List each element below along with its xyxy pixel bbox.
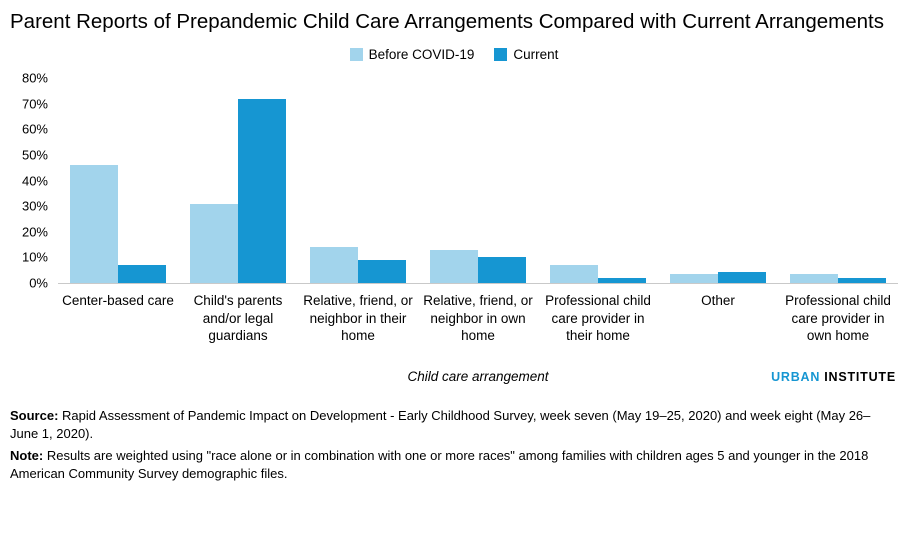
urban-institute-logo: URBAN INSTITUTE bbox=[771, 370, 896, 384]
bar-pair bbox=[178, 78, 298, 284]
bar-group-center-based-care: Center-based care bbox=[58, 78, 178, 345]
legend-swatch-current bbox=[494, 48, 508, 62]
x-axis-baseline bbox=[58, 283, 898, 285]
y-axis: 80% 70% 60% 50% 40% 30% 20% 10% 0% bbox=[10, 71, 58, 291]
y-tick-label: 70% bbox=[21, 96, 48, 112]
y-tick-label: 30% bbox=[21, 198, 48, 214]
x-axis-title: Child care arrangement bbox=[407, 368, 549, 384]
y-tick-label: 10% bbox=[21, 249, 48, 265]
note-label: Note: bbox=[10, 447, 44, 463]
y-tick-label: 20% bbox=[21, 224, 48, 240]
source-text: Rapid Assessment of Pandemic Impact on D… bbox=[10, 407, 871, 442]
legend-item-before-covid-19: Before COVID-19 bbox=[349, 47, 475, 63]
bar-current bbox=[718, 271, 766, 284]
category-label: Professional child care provider in own … bbox=[785, 293, 891, 344]
bar-group-professional-child-care-provider-in-own-home: Professional child care provider in own … bbox=[778, 78, 898, 345]
bar-current bbox=[598, 277, 646, 284]
bar-before-covid-19 bbox=[190, 203, 238, 284]
bar-current bbox=[478, 257, 526, 284]
logo-urban-text: URBAN bbox=[771, 369, 821, 384]
bar-current bbox=[838, 277, 886, 284]
bar-pair bbox=[538, 78, 658, 284]
category-label: Center-based care bbox=[62, 293, 174, 309]
legend-label: Before COVID-19 bbox=[368, 47, 475, 63]
y-tick-label: 80% bbox=[21, 70, 48, 86]
legend: Before COVID-19 Current bbox=[10, 47, 898, 62]
y-tick-label: 50% bbox=[21, 147, 48, 163]
category-label: Professional child care provider in thei… bbox=[545, 293, 651, 344]
plot-area: Center-based care Child's parents and/or … bbox=[58, 78, 898, 345]
bar-chart: 80% 70% 60% 50% 40% 30% 20% 10% 0% Center-based … bbox=[10, 71, 898, 345]
bar-pair bbox=[658, 78, 778, 284]
bar-before-covid-19 bbox=[550, 265, 598, 284]
bar-before-covid-19 bbox=[70, 165, 118, 284]
bar-current bbox=[118, 265, 166, 284]
bar-pair bbox=[418, 78, 538, 284]
source-note: Source: Rapid Assessment of Pandemic Imp… bbox=[10, 407, 898, 444]
y-tick-label: 60% bbox=[21, 121, 48, 137]
bar-pair bbox=[298, 78, 418, 284]
y-tick-label: 0% bbox=[29, 275, 48, 291]
bar-before-covid-19 bbox=[430, 249, 478, 284]
bar-pair bbox=[778, 78, 898, 284]
bar-before-covid-19 bbox=[310, 247, 358, 284]
y-tick-label: 40% bbox=[21, 173, 48, 189]
logo-institute-text: INSTITUTE bbox=[824, 369, 896, 384]
bar-group-relative-friend-or-neighbor-in-own-home: Relative, friend, or neighbor in own hom… bbox=[418, 78, 538, 345]
legend-item-current: Current bbox=[494, 47, 558, 62]
category-label: Child's parents and/or legal guardians bbox=[193, 293, 283, 344]
bar-current bbox=[238, 98, 286, 284]
footnotes: Source: Rapid Assessment of Pandemic Imp… bbox=[10, 407, 898, 484]
category-label: Relative, friend, or neighbor in their h… bbox=[303, 293, 413, 344]
axis-title-row: Child care arrangement URBAN INSTITUTE bbox=[10, 369, 898, 387]
bar-group-child-s-parents-and-or-legal-guardians: Child's parents and/or legal guardians bbox=[178, 78, 298, 345]
source-label: Source: bbox=[10, 407, 59, 423]
bar-current bbox=[358, 259, 406, 284]
bar-group-relative-friend-or-neighbor-in-their-home: Relative, friend, or neighbor in their h… bbox=[298, 78, 418, 345]
bar-before-covid-19 bbox=[790, 274, 838, 284]
category-label: Relative, friend, or neighbor in own hom… bbox=[423, 293, 533, 344]
legend-swatch-before-covid-19 bbox=[349, 48, 363, 62]
bar-groups: Center-based care Child's parents and/or … bbox=[58, 78, 898, 345]
bar-before-covid-19 bbox=[670, 274, 718, 284]
bar-group-other: Other bbox=[658, 78, 778, 345]
method-note: Note: Results are weighted using "race a… bbox=[10, 447, 898, 484]
bar-pair bbox=[58, 78, 178, 284]
legend-label: Current bbox=[513, 47, 559, 63]
note-text: Results are weighted using "race alone o… bbox=[10, 447, 869, 482]
bar-group-professional-child-care-provider-in-their-home: Professional child care provider in thei… bbox=[538, 78, 658, 345]
chart-title: Parent Reports of Prepandemic Child Care… bbox=[10, 10, 884, 33]
category-label: Other bbox=[701, 293, 735, 309]
